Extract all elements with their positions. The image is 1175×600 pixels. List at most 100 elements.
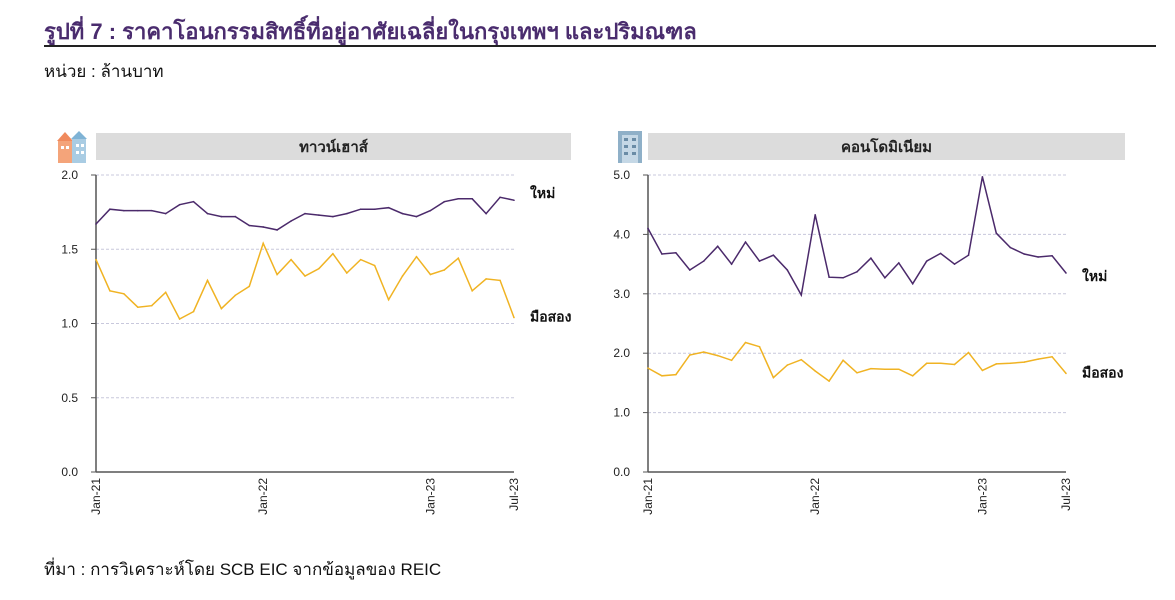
townhouse-icon [57,131,87,163]
data-point [800,294,803,296]
data-point [967,254,970,256]
data-point [137,209,139,212]
data-point [911,282,914,285]
y-tick-label: 3.0 [613,287,630,301]
data-point [109,208,111,210]
data-point [164,291,167,294]
data-point [1009,246,1012,249]
data-point [346,212,348,215]
data-point [842,276,844,279]
data-point [457,257,460,259]
x-tick-label: Jul-23 [507,478,521,511]
data-point [415,215,418,218]
data-point [730,359,733,362]
x-tick-label: Jan-22 [808,478,822,515]
data-point [150,304,153,307]
data-point [192,310,195,313]
x-tick-label: Jan-21 [641,478,655,515]
y-tick-label: 0.0 [61,465,78,479]
data-point [870,257,872,259]
y-tick-label: 4.0 [613,227,630,241]
data-point [443,200,446,203]
data-point [262,242,265,245]
data-point [387,206,390,209]
data-point [814,213,816,216]
figure-title: รูปที่ 7 : ราคาโอนกรรมสิทธิ์ที่อยู่อาศัย… [44,19,697,44]
data-point [1051,254,1053,257]
data-point [123,209,125,212]
data-point [95,223,97,225]
y-tick-label: 2.0 [613,346,630,360]
data-point [884,368,886,371]
data-point [828,380,830,382]
data-point [981,369,984,372]
data-point [359,258,362,261]
data-point [870,367,872,370]
data-point [898,368,900,371]
data-point [415,255,418,258]
data-point [939,362,942,365]
y-tick-label: 2.0 [61,168,78,182]
data-point [234,215,237,218]
data-point [744,341,747,344]
data-point [702,351,705,353]
data-point [304,275,306,277]
data-point [689,354,691,356]
data-point [95,258,97,261]
data-point [401,275,404,277]
data-point [1037,256,1039,258]
data-point [457,197,460,200]
data-point [661,253,663,255]
condominium-panel-title: คอนโดมิเนียม [648,133,1125,160]
y-tick-label: 1.5 [61,242,78,256]
condominium-chart: 0.0 1.0 2.0 3.0 4.0 5.0 Jan-21 Jan-22 Jan-23 Jul-… [613,168,1123,515]
data-point [730,263,733,265]
series-label: ใหม่ [530,184,555,202]
data-point [675,252,677,254]
data-point [995,363,998,365]
data-point [276,229,278,231]
data-point [304,212,306,215]
data-point [206,212,209,215]
data-point [939,252,942,255]
series-line-used [647,341,1067,383]
data-point [206,279,209,282]
data-point [262,226,265,228]
data-point [164,212,167,215]
x-tick-label: Jan-21 [89,478,103,515]
data-point [953,263,956,265]
data-point [1065,372,1067,375]
data-point [318,267,320,270]
y-tick-label: 1.0 [61,317,78,331]
x-tick-label: Jan-22 [256,478,270,515]
data-point [1037,358,1039,360]
x-tick-label: Jan-23 [423,478,437,515]
data-point [856,271,858,273]
data-point [220,215,223,218]
townhouse-panel-title: ทาวน์เฮาส์ [96,133,571,160]
data-point [248,224,251,227]
title-divider [44,45,1156,47]
data-point [471,290,474,292]
data-point [373,264,376,267]
y-tick-label: 1.0 [613,406,630,420]
data-point [276,273,278,276]
data-point [884,276,886,279]
data-point [828,276,830,278]
data-point [178,318,181,320]
data-point [995,232,998,235]
data-point [925,362,928,365]
data-point [786,269,789,271]
series-line-new [647,176,1067,298]
data-point [1023,361,1025,363]
data-point [429,209,432,212]
data-point [1065,272,1067,274]
data-point [1009,362,1012,365]
data-point [248,285,251,288]
source-note: ที่มา : การวิเคราะห์โดย SCB EIC จากข้อมู… [44,560,442,579]
data-point [842,359,844,362]
data-point [1051,355,1053,358]
series-label: มือสอง [530,310,572,326]
x-tick-label: Jan-23 [975,478,989,515]
